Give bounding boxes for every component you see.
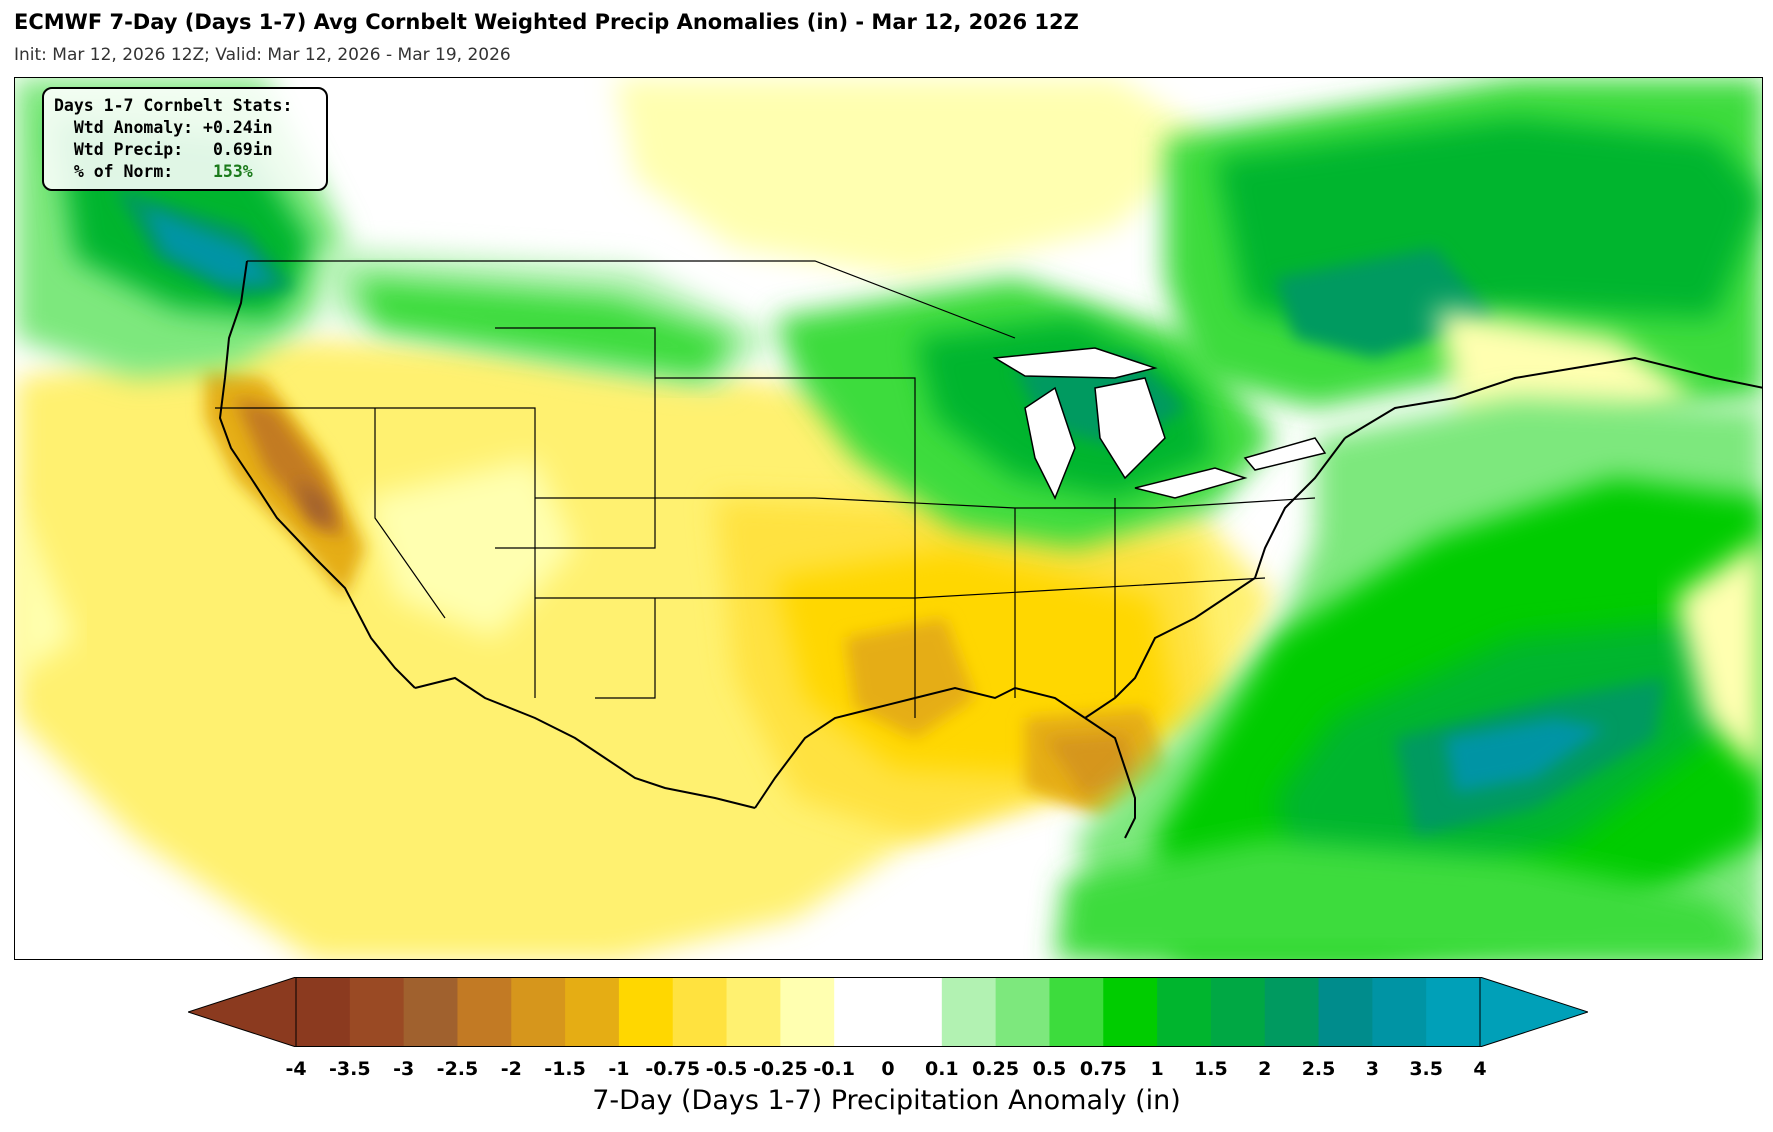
- colorbar-tick-label: -4: [285, 1058, 307, 1080]
- colorbar-segment: [296, 977, 351, 1047]
- colorbar-tick-label: 0: [881, 1058, 895, 1080]
- colorbar-tick-label: 0.1: [924, 1058, 959, 1080]
- colorbar: [188, 977, 1588, 1047]
- colorbar-tick-label: 0.25: [972, 1058, 1020, 1080]
- colorbar-tick-label: -2: [500, 1058, 522, 1080]
- colorbar-segment: [780, 977, 835, 1047]
- colorbar-tick-label: -3: [393, 1058, 415, 1080]
- colorbar-tick-label: 4: [1473, 1058, 1487, 1080]
- colorbar-tick-label: -0.1: [813, 1058, 855, 1080]
- colorbar-tick-label: -0.75: [645, 1058, 701, 1080]
- map-canvas: [15, 78, 1762, 959]
- colorbar-outline: [295, 977, 1481, 1047]
- colorbar-tick-label: 0.75: [1079, 1058, 1127, 1080]
- state-borders: [215, 260, 1316, 718]
- colorbar-segment: [1157, 977, 1212, 1047]
- colorbar-segment: [565, 977, 620, 1047]
- colorbar-tick-label: 1: [1150, 1058, 1164, 1080]
- colorbar-ticks: -4 -3.5 -3 -2.5 -2 -1.5 -1 -0.75 -0.5 -0.25 -0.1 0 0…: [0, 1058, 1773, 1080]
- colorbar-segment: [1210, 977, 1266, 1047]
- colorbar-tick-label: 3.5: [1409, 1058, 1444, 1080]
- colorbar-high-extend: [1479, 977, 1588, 1047]
- stats-heading: Days 1-7 Cornbelt Stats:: [54, 96, 293, 115]
- colorbar-segment: [1049, 977, 1104, 1047]
- colorbar-label: 7-Day (Days 1-7) Precipitation Anomaly (…: [592, 1085, 1181, 1116]
- colorbar-segment: [834, 977, 889, 1047]
- colorbar-segment: [941, 977, 997, 1047]
- stats-norm-label: % of Norm:: [54, 162, 174, 181]
- colorbar-tick-label: 1.5: [1194, 1058, 1228, 1080]
- colorbar-tick-label: 0.5: [1032, 1058, 1067, 1080]
- stats-anomaly-value: +0.24in: [203, 118, 273, 137]
- colorbar-segment: [1103, 977, 1158, 1047]
- precip-anomaly-map: [14, 77, 1763, 960]
- stats-anomaly-label: Wtd Anomaly:: [54, 118, 194, 137]
- colorbar-segment: [403, 977, 458, 1047]
- colorbar-segment: [1372, 977, 1427, 1047]
- colorbar-segment: [1264, 977, 1320, 1047]
- stats-precip-label: Wtd Precip:: [54, 140, 184, 159]
- colorbar-tick-label: -3.5: [329, 1058, 371, 1080]
- cornbelt-stats-box: Days 1-7 Cornbelt Stats: Wtd Anomaly: +0…: [42, 87, 328, 191]
- colorbar-low-extend: [188, 977, 297, 1047]
- colorbar-segment: [457, 977, 512, 1047]
- great-lakes: [992, 347, 1327, 500]
- map-title: ECMWF 7-Day (Days 1-7) Avg Cornbelt Weig…: [14, 10, 1079, 34]
- colorbar-segment: [1426, 977, 1481, 1047]
- colorbar-segment: [672, 977, 728, 1047]
- colorbar-segment: [618, 977, 674, 1047]
- colorbar-segment: [1318, 977, 1373, 1047]
- colorbar-segment: [995, 977, 1050, 1047]
- colorbar-segment: [511, 977, 566, 1047]
- colorbar-segment: [349, 977, 405, 1047]
- colorbar-tick-label: -0.5: [705, 1058, 748, 1080]
- map-subtitle: Init: Mar 12, 2026 12Z; Valid: Mar 12, 2…: [14, 45, 511, 65]
- colorbar-tick-label: -2.5: [436, 1058, 479, 1080]
- colorbar-tick-label: 2.5: [1301, 1058, 1336, 1080]
- colorbar-tick-label: 2: [1258, 1058, 1272, 1080]
- stats-norm-value: 153%: [212, 162, 253, 181]
- colorbar-tick-label: -1: [608, 1058, 630, 1080]
- stats-precip-value: 0.69in: [212, 140, 273, 159]
- colorbar-tick-label: 3: [1365, 1058, 1379, 1080]
- colorbar-segment: [726, 977, 781, 1047]
- colorbar-segment: [888, 977, 943, 1047]
- colorbar-tick-label: -1.5: [544, 1058, 586, 1080]
- colorbar-tick-label: -0.25: [752, 1058, 808, 1080]
- anomaly-shading: [15, 78, 1762, 959]
